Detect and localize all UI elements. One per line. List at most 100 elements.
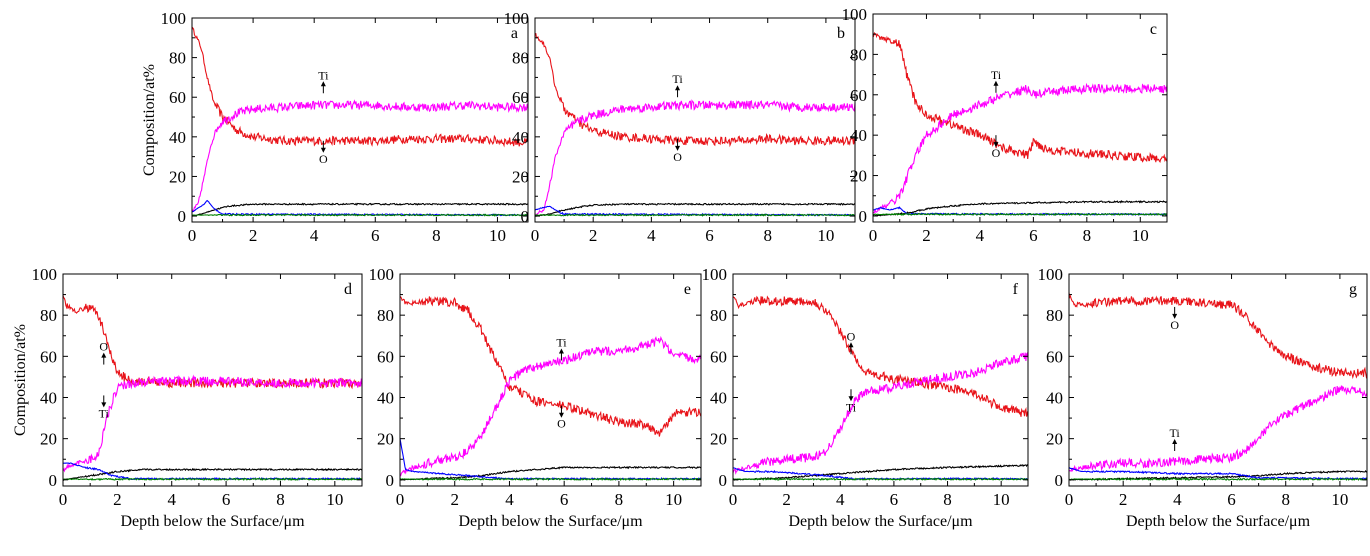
annotation-arrowhead	[558, 348, 564, 354]
y-tick-label: 20	[1046, 430, 1063, 449]
y-tick-label: 0	[859, 207, 868, 226]
series-line-3	[191, 202, 529, 217]
annotation-arrowhead	[558, 412, 564, 418]
x-tick-label: 2	[922, 226, 931, 245]
y-tick-label: 80	[512, 49, 529, 68]
axes-frame	[1068, 273, 1368, 487]
x-axis-label: Depth below the Surface/μm	[788, 513, 973, 530]
y-tick-label: 0	[178, 207, 187, 226]
series-line-5	[1069, 477, 1368, 481]
y-tick-label: 40	[377, 388, 394, 407]
annotation-arrowhead	[1172, 439, 1178, 445]
series-line-3	[732, 464, 1029, 481]
axes-frame	[872, 13, 1168, 223]
series-line-1	[1068, 292, 1368, 380]
y-tick-label: 100	[702, 265, 728, 284]
series-line-3	[399, 465, 702, 481]
y-axis-label: Composition/at%	[141, 64, 158, 176]
x-tick-label: 8	[276, 490, 285, 509]
y-tick-label: 60	[850, 86, 867, 105]
y-tick-label: 0	[386, 471, 395, 490]
annotation-label: O	[673, 150, 682, 164]
annotation-label: O	[847, 329, 856, 343]
annotation-label: O	[557, 417, 566, 431]
panel-letter: d	[344, 281, 352, 298]
x-tick-label: 2	[113, 490, 122, 509]
panel-letter: a	[511, 25, 518, 42]
series-line-3	[872, 200, 1168, 217]
x-tick-label: 6	[1227, 490, 1236, 509]
series-line-2	[191, 99, 529, 213]
y-tick-label: 0	[521, 207, 530, 226]
y-tick-label: 40	[710, 388, 727, 407]
y-tick-label: 100	[1038, 265, 1064, 284]
y-tick-label: 60	[377, 347, 394, 366]
x-tick-label: 4	[167, 490, 176, 509]
series-line-2	[1068, 385, 1368, 473]
y-tick-label: 80	[710, 306, 727, 325]
x-tick-label: 4	[310, 226, 319, 245]
y-tick-label: 100	[369, 265, 395, 284]
annotation-label: Ti	[1170, 426, 1181, 440]
annotation-arrowhead	[320, 147, 326, 153]
y-tick-label: 0	[719, 471, 728, 490]
x-tick-label: 6	[1029, 226, 1038, 245]
series-line-5	[62, 477, 363, 481]
y-tick-label: 100	[161, 9, 187, 28]
annotation-arrowhead	[320, 81, 326, 87]
y-tick-label: 80	[169, 49, 186, 68]
series-line-4	[732, 467, 1029, 481]
annotation-label: O	[319, 152, 328, 166]
y-tick-label: 20	[40, 430, 57, 449]
x-tick-label: 10	[665, 490, 682, 509]
series-line-1	[732, 295, 1029, 417]
series-line-1	[191, 26, 529, 148]
y-tick-label: 20	[169, 167, 186, 186]
annotation-label: Ti	[556, 335, 567, 349]
y-tick-label: 80	[40, 306, 57, 325]
x-tick-label: 4	[1173, 490, 1182, 509]
panel-letter: f	[1013, 281, 1019, 298]
x-tick-label: 10	[326, 490, 343, 509]
annotation-label: Ti	[991, 68, 1002, 82]
series-line-2	[732, 351, 1029, 475]
x-tick-label: 8	[1083, 226, 1092, 245]
annotation-label: Ti	[99, 406, 110, 420]
annotation-arrowhead	[675, 85, 681, 91]
annotation-arrowhead	[848, 396, 854, 402]
y-tick-label: 100	[504, 9, 530, 28]
series-line-4	[399, 438, 701, 481]
x-tick-label: 8	[943, 490, 952, 509]
series-line-5	[400, 477, 702, 482]
series-line-3	[62, 467, 363, 481]
series-line-5	[191, 213, 528, 217]
x-tick-label: 10	[817, 226, 834, 245]
y-tick-label: 0	[49, 471, 58, 490]
annotation-arrowhead	[848, 342, 854, 348]
x-tick-label: 0	[869, 226, 878, 245]
x-tick-label: 4	[505, 490, 514, 509]
y-tick-label: 40	[850, 126, 867, 145]
x-tick-label: 4	[647, 226, 656, 245]
x-axis-label: Depth below the Surface/μm	[120, 513, 305, 530]
y-tick-label: 20	[710, 430, 727, 449]
axes-frame	[399, 273, 702, 487]
series-line-1	[872, 32, 1168, 163]
y-tick-label: 60	[40, 347, 57, 366]
axes-frame	[534, 17, 856, 223]
x-tick-label: 6	[560, 490, 569, 509]
x-tick-label: 0	[729, 490, 738, 509]
y-tick-label: 60	[512, 88, 529, 107]
annotation-arrowhead	[675, 145, 681, 151]
annotation-arrowhead	[993, 80, 999, 86]
annotation-label: Ti	[672, 72, 683, 86]
x-tick-label: 0	[188, 226, 197, 245]
y-tick-label: 20	[377, 430, 394, 449]
x-axis-label: Depth below the Surface/μm	[458, 513, 643, 530]
y-tick-label: 40	[512, 128, 529, 147]
series-line-4	[1068, 467, 1368, 481]
x-tick-label: 10	[489, 226, 506, 245]
y-tick-label: 0	[1055, 471, 1064, 490]
annotation-label: O	[99, 340, 108, 354]
